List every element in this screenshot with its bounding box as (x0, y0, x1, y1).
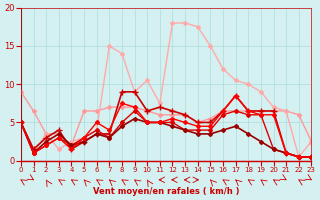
X-axis label: Vent moyen/en rafales ( km/h ): Vent moyen/en rafales ( km/h ) (93, 187, 239, 196)
